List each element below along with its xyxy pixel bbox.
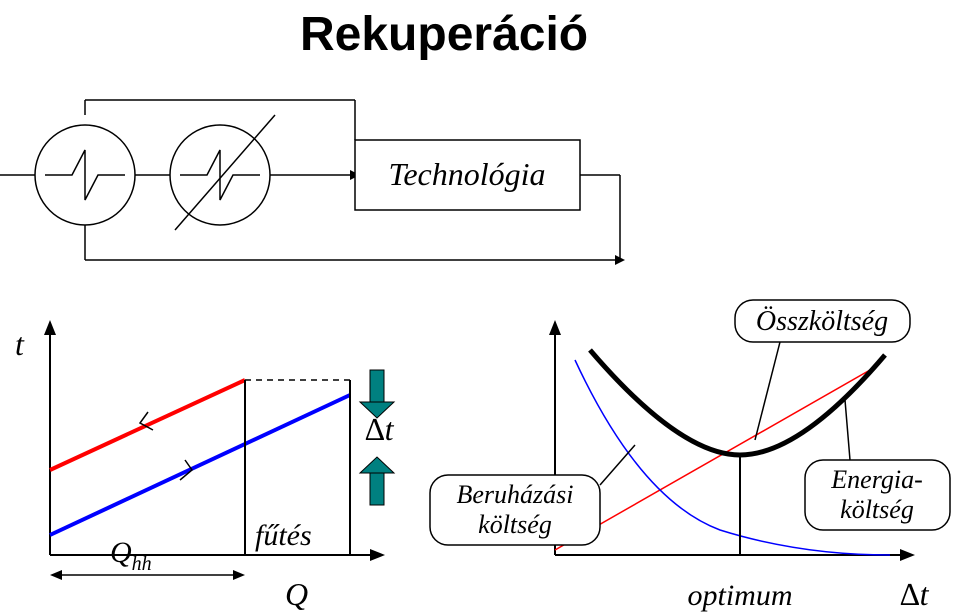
page-title: Rekuperáció [300, 8, 588, 61]
investment-line2: költség [478, 510, 552, 539]
energy-line1: Energia- [830, 465, 922, 494]
heating-label: fűtés [255, 519, 312, 552]
technologia-label: Technológia [388, 156, 545, 192]
q-axis-label: Q [285, 576, 308, 612]
energy-callout: Energia- költség [805, 400, 950, 530]
right-chart: Összköltség Beruházási költség Energia- … [430, 300, 950, 612]
y-axis-label: t [15, 326, 25, 362]
top-diagram: Technológia [0, 100, 625, 265]
investment-callout: Beruházási költség [430, 445, 635, 545]
left-chart: t Qhh fűtés Q ∆t [15, 320, 395, 612]
energy-line2: költség [840, 495, 914, 524]
delta-t-label-right: ∆t [900, 576, 930, 612]
arrow-up-icon [360, 457, 394, 505]
delta-t-label-left: ∆t [365, 411, 395, 447]
optimum-label: optimum [688, 579, 793, 612]
total-cost-label: Összköltség [756, 306, 888, 337]
investment-line1: Beruházási [457, 480, 574, 509]
qhh-label: Qhh [110, 536, 152, 575]
